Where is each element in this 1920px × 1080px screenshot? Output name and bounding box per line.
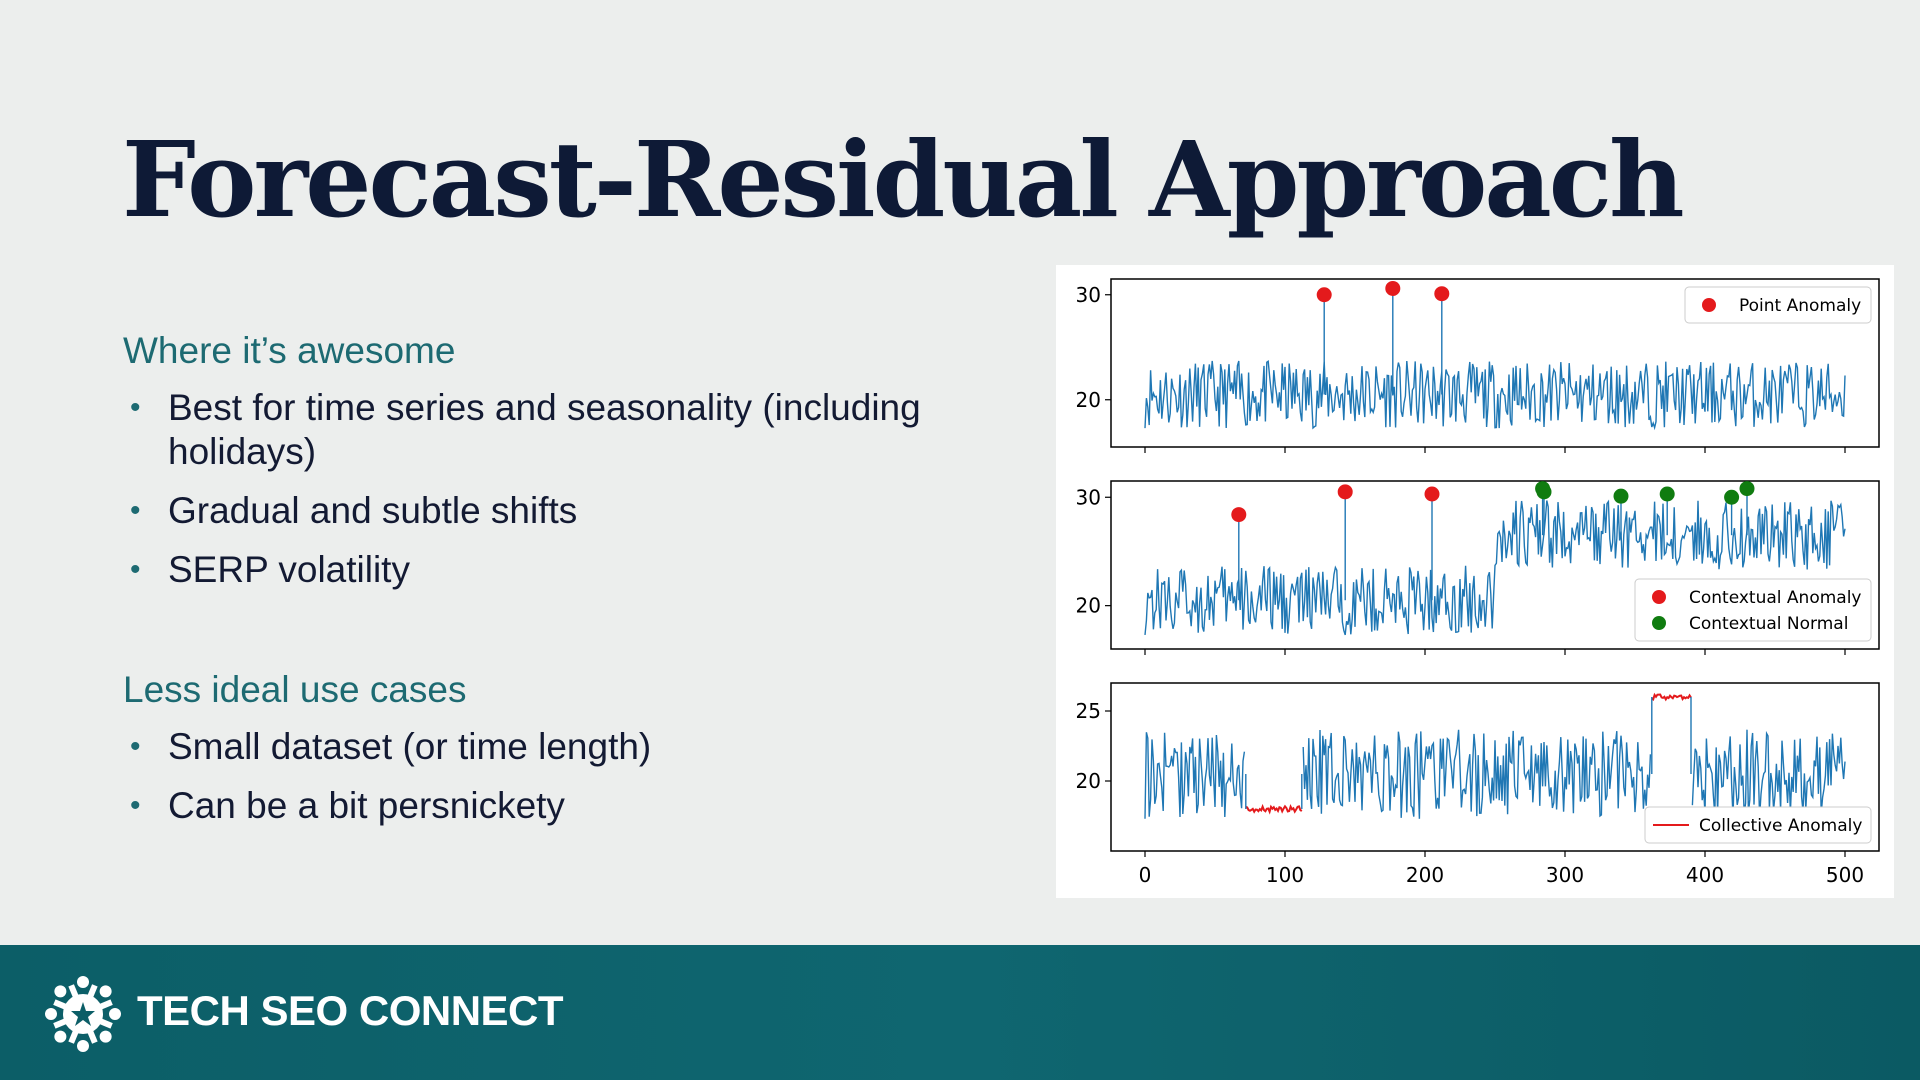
- y-tick-label: 20: [1076, 769, 1101, 793]
- legend-label: Collective Anomaly: [1699, 816, 1862, 836]
- series-line: [1691, 729, 1846, 818]
- legend-box: [1684, 286, 1872, 324]
- bullet-dot-icon: •: [130, 789, 141, 822]
- series-line: [1302, 729, 1652, 819]
- content-column: Where it’s awesome • Best for time series…: [123, 330, 1023, 843]
- anomaly-point: [1424, 486, 1440, 502]
- anomaly-charts: 20 30 Point Anomaly 20 30 Contextual Anomaly C…: [1076, 278, 1880, 887]
- legend-marker: [1652, 590, 1666, 604]
- series-line: [1144, 732, 1246, 819]
- anomaly-point: [1337, 484, 1353, 500]
- bullet-item: • Can be a bit persnickety: [123, 784, 1023, 828]
- bullet-list-awesome: • Best for time series and seasonality (i…: [123, 386, 1023, 592]
- plot-frame: [1110, 278, 1880, 448]
- y-tick-label: 20: [1076, 388, 1101, 412]
- x-tick-label: 300: [1546, 863, 1584, 887]
- legend-label: Contextual Normal: [1689, 614, 1848, 634]
- bullet-list-less-ideal: • Small dataset (or time length) • Can be …: [123, 725, 1023, 828]
- anomaly-point: [1434, 286, 1450, 302]
- y-tick-label: 30: [1076, 283, 1101, 307]
- collective-segment: [1245, 803, 1303, 815]
- legend-marker: [1652, 616, 1666, 630]
- bullet-text: Small dataset (or time length): [168, 726, 652, 767]
- bullet-item: • Best for time series and seasonality (i…: [123, 386, 1023, 474]
- footer-bar: TECH SEO CONNECT: [0, 945, 1920, 1080]
- bullet-item: • Small dataset (or time length): [123, 725, 1023, 769]
- bullet-dot-icon: •: [130, 553, 141, 586]
- legend-label: Contextual Anomaly: [1689, 588, 1861, 608]
- slide-title: Forecast-Residual Approach: [122, 118, 1685, 241]
- series-line: [1144, 499, 1846, 636]
- collective-segment: [1651, 692, 1692, 702]
- section-heading-less-ideal: Less ideal use cases: [123, 669, 467, 710]
- chart-1: 20 30 Point Anomaly: [1076, 278, 1880, 453]
- bullet-text: Can be a bit persnickety: [168, 785, 565, 826]
- anomaly-point: [1385, 280, 1401, 296]
- plot-frame: [1110, 682, 1880, 852]
- anomaly-point: [1231, 507, 1247, 523]
- bullet-text: Gradual and subtle shifts: [168, 490, 578, 531]
- x-tick-label: 200: [1406, 863, 1444, 887]
- bullet-item: • Gradual and subtle shifts: [123, 489, 1023, 533]
- anomaly-point: [1536, 484, 1552, 500]
- legend-box: [1634, 578, 1872, 642]
- starburst-logo-icon: [38, 969, 128, 1059]
- y-tick-label: 30: [1076, 485, 1101, 509]
- series-line: [1144, 360, 1846, 431]
- brand-name: TECH SEO CONNECT: [137, 987, 564, 1034]
- anomaly-point: [1613, 488, 1629, 504]
- anomaly-chart-panel: 20 30 Point Anomaly 20 30 Contextual Anomaly C…: [1056, 265, 1894, 898]
- chart-3: 20 25 0 100 200 300 400 500 Collective Anomaly: [1076, 682, 1880, 887]
- x-tick-label: 400: [1686, 863, 1724, 887]
- legend-box: [1644, 806, 1872, 844]
- bullet-item: • SERP volatility: [123, 548, 1023, 592]
- bullet-dot-icon: •: [130, 730, 141, 763]
- x-tick-label: 100: [1266, 863, 1304, 887]
- x-tick-label: 0: [1139, 863, 1152, 887]
- legend-label: Point Anomaly: [1739, 296, 1861, 316]
- section-heading-awesome: Where it’s awesome: [123, 330, 456, 371]
- anomaly-point: [1724, 489, 1740, 505]
- plot-frame: [1110, 480, 1880, 650]
- chart-2: 20 30 Contextual Anomaly Contextual Normal: [1076, 480, 1880, 655]
- bullet-text: SERP volatility: [168, 549, 410, 590]
- bullet-text: Best for time series and seasonality (in…: [168, 387, 921, 472]
- legend-marker: [1702, 298, 1716, 312]
- anomaly-point: [1739, 481, 1755, 497]
- bullet-dot-icon: •: [130, 391, 141, 424]
- anomaly-point: [1316, 287, 1332, 303]
- x-tick-label: 500: [1826, 863, 1864, 887]
- anomaly-point: [1659, 486, 1675, 502]
- y-tick-label: 25: [1076, 699, 1101, 723]
- bullet-dot-icon: •: [130, 494, 141, 527]
- y-tick-label: 20: [1076, 594, 1101, 618]
